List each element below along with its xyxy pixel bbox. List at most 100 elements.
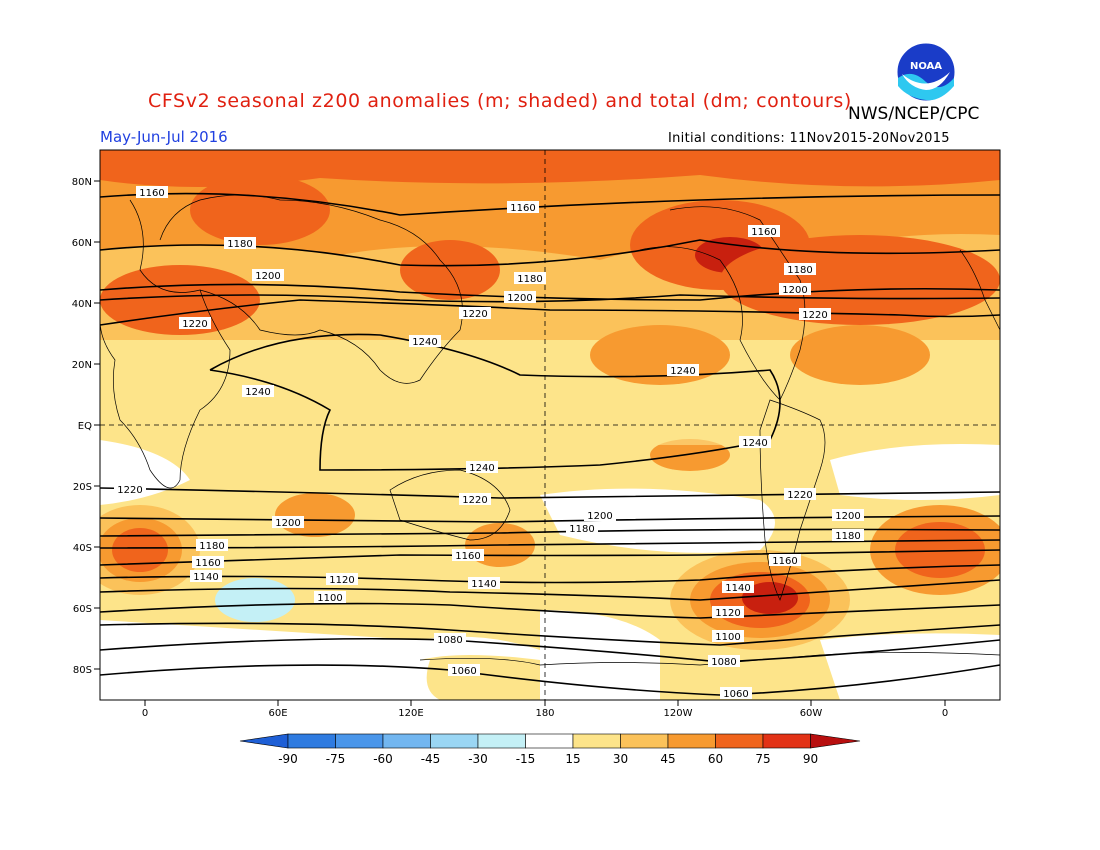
contour-label: 1220 <box>182 319 207 330</box>
season-label: May-Jun-Jul 2016 <box>100 128 228 146</box>
contour-label: 1120 <box>715 608 740 619</box>
colorbar-swatch <box>525 733 574 749</box>
contour-label: 1060 <box>723 689 748 700</box>
contour-label: 1140 <box>725 583 750 594</box>
contour-label: 1160 <box>751 227 776 238</box>
colorbar-tick-label: -30 <box>468 752 488 766</box>
contour-label: 1200 <box>275 518 300 529</box>
contour-label: 1200 <box>507 293 532 304</box>
colorbar-arrow-right <box>810 733 861 749</box>
contour-label: 1240 <box>670 366 695 377</box>
contour-line <box>100 487 1000 499</box>
contour-line <box>100 299 1000 326</box>
colorbar-swatch <box>667 733 716 749</box>
colorbar-tick-label: 90 <box>803 752 818 766</box>
colorbar-tick-label: -45 <box>421 752 441 766</box>
colorbar-arrow-left <box>239 733 289 749</box>
contour-label: 1080 <box>437 635 462 646</box>
colorbar: -90 -75 -60 -45 -30 -15 15 30 45 60 75 90 <box>239 733 861 766</box>
contour-line <box>100 192 1000 216</box>
colorbar-tick-label: 60 <box>708 752 723 766</box>
contour-label: 1160 <box>772 556 797 567</box>
contour-label: 1160 <box>195 558 220 569</box>
initial-conditions-label: Initial conditions: 11Nov2015-20Nov2015 <box>668 131 950 146</box>
lat-tick-label: 60S <box>73 604 92 615</box>
colorbar-swatch <box>430 733 479 749</box>
contour-label: 1120 <box>329 575 354 586</box>
contour-label: 1180 <box>569 524 594 535</box>
contour-label: 1220 <box>462 495 487 506</box>
contour-label: 1140 <box>193 572 218 583</box>
noaa-logo-icon: NOAA <box>896 42 956 102</box>
lon-tick-label: 0 <box>142 708 148 719</box>
contour-label: 1060 <box>451 666 476 677</box>
contour-label: 1220 <box>802 310 827 321</box>
colorbar-tick-label: -90 <box>278 752 298 766</box>
contour-line <box>100 602 1000 619</box>
contour-label: 1160 <box>139 188 164 199</box>
contour-label: 1240 <box>412 337 437 348</box>
contour-label: 1080 <box>711 657 736 668</box>
lat-tick-label: 80S <box>73 665 92 676</box>
contour-label: 1220 <box>787 490 812 501</box>
contour-label: 1200 <box>255 271 280 282</box>
colorbar-tick-label: 15 <box>565 752 580 766</box>
contour-label: 1220 <box>117 485 142 496</box>
colorbar-swatch <box>762 733 811 749</box>
lat-tick-label: EQ <box>78 421 92 432</box>
lon-tick-label: 0 <box>942 708 948 719</box>
contour-line <box>100 515 1000 523</box>
lat-tick-label: 40N <box>72 299 92 310</box>
colorbar-swatch <box>287 733 336 749</box>
contour-label: 1180 <box>835 531 860 542</box>
contour-line <box>100 549 1000 566</box>
contour-label: 1200 <box>782 285 807 296</box>
contour-label: 1100 <box>715 632 740 643</box>
contour-line <box>100 294 1000 303</box>
contour-line <box>100 664 1000 696</box>
contour-label: 1200 <box>587 511 612 522</box>
contour-label: 1140 <box>471 579 496 590</box>
contour-line <box>100 528 1000 537</box>
contour-label: 1240 <box>469 463 494 474</box>
colorbar-tick-label: 75 <box>755 752 770 766</box>
contour-label: 1240 <box>245 387 270 398</box>
colorbar-swatch <box>715 733 764 749</box>
colorbar-swatch <box>477 733 526 749</box>
lon-tick-label: 180 <box>535 708 554 719</box>
colorbar-swatch <box>382 733 431 749</box>
total-contours <box>100 192 1000 696</box>
contour-line <box>100 579 1000 601</box>
colorbar-tick-label: -75 <box>326 752 346 766</box>
latitude-axis: 80N 60N 40N 20N EQ 20S 40S 60S 80S <box>72 177 100 676</box>
lon-tick-label: 120W <box>664 708 693 719</box>
contour-labels: 1160 1160 1160 1180 1180 1180 1200 1200 1200 1220… <box>114 186 864 700</box>
contour-label: 1180 <box>199 541 224 552</box>
contour-line <box>100 564 1000 584</box>
lon-tick-label: 120E <box>398 708 423 719</box>
lat-tick-label: 60N <box>72 238 92 249</box>
contour-line <box>100 539 1000 549</box>
colorbar-tick-label: -60 <box>373 752 393 766</box>
contour-label: 1240 <box>742 438 767 449</box>
colorbar-tick-label: -15 <box>516 752 536 766</box>
contour-label: 1180 <box>787 265 812 276</box>
map-title: CFSv2 seasonal z200 anomalies (m; shaded… <box>148 90 852 112</box>
colorbar-tick-label: 45 <box>660 752 675 766</box>
contour-label: 1180 <box>517 274 542 285</box>
lat-tick-label: 40S <box>73 543 92 554</box>
agency-label: NWS/NCEP/CPC <box>848 104 980 124</box>
colorbar-swatch <box>620 733 669 749</box>
longitude-axis: 0 60E 120E 180 120W 60W 0 <box>142 700 948 719</box>
contour-label: 1160 <box>510 203 535 214</box>
colorbar-swatch <box>335 733 384 749</box>
contour-line <box>100 283 1000 301</box>
lat-tick-label: 80N <box>72 177 92 188</box>
contour-label: 1180 <box>227 239 252 250</box>
lat-tick-label: 20N <box>72 360 92 371</box>
contour-label: 1220 <box>462 309 487 320</box>
colorbar-tick-label: 30 <box>613 752 628 766</box>
colorbar-swatch <box>572 733 621 749</box>
lon-tick-label: 60E <box>268 708 287 719</box>
